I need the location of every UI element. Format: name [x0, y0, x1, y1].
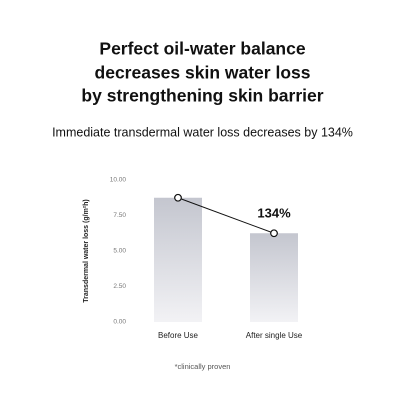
y-tick-label: 10.00	[110, 177, 127, 184]
y-axis-label: Transdermal water loss (g/m²h)	[83, 199, 90, 302]
y-tick-label: 7.50	[113, 212, 126, 219]
point	[270, 229, 278, 238]
y-tick-label: 0.00	[113, 319, 126, 326]
y-tick-label: 5.00	[113, 248, 126, 255]
x-tick-label: Before Use	[158, 331, 199, 340]
annotation: 134%	[257, 205, 291, 220]
point	[174, 193, 182, 202]
chart-title: decreases skin water loss	[95, 63, 311, 83]
bar	[250, 233, 298, 322]
x-tick-label: After single Use	[246, 331, 303, 340]
chart-title: Perfect oil-water balance	[99, 39, 305, 59]
bar	[154, 197, 202, 322]
subtitle: Immediate transdermal water loss decreas…	[52, 125, 353, 139]
footnote: *clinically proven	[175, 362, 231, 371]
chart-title: by strengthening skin barrier	[81, 86, 323, 106]
y-tick-label: 2.50	[113, 283, 126, 290]
trend-line	[177, 197, 275, 234]
